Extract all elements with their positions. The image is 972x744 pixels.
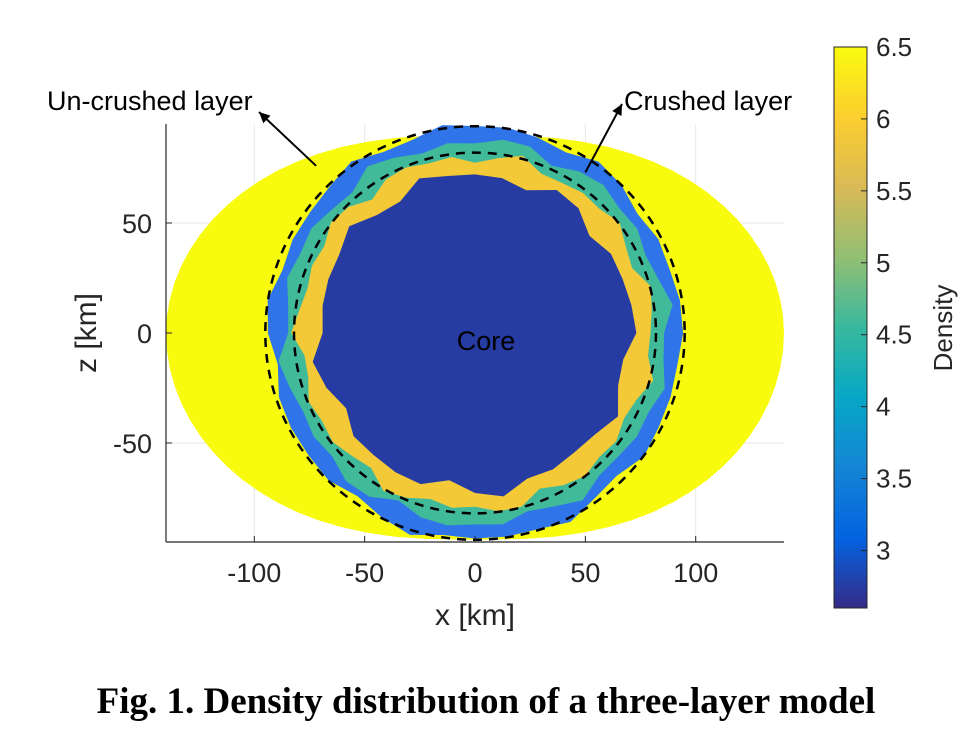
colorbar-tick-label: 6.5: [876, 32, 912, 62]
core-region: [312, 174, 637, 497]
x-tick-label: -50: [345, 558, 384, 588]
colorbar-tick-label: 4.5: [876, 320, 912, 350]
x-ticks: -100 -50 0 50 100: [227, 536, 718, 588]
annotation-crushed-label: Crushed layer: [624, 86, 792, 116]
density-field: [166, 125, 784, 540]
x-tick-label: 100: [673, 558, 718, 588]
colorbar-tick-label: 5.5: [876, 176, 912, 206]
annotation-arrows: [258, 103, 623, 173]
y-axis-label: z [km]: [70, 293, 103, 373]
colorbar-label: Density: [928, 285, 958, 372]
colorbar: 3 3.5 4 4.5 5 5.5 6 6.5 Density: [833, 32, 958, 609]
y-ticks: -50 0 50: [113, 209, 172, 459]
colorbar-ticks: 3 3.5 4 4.5 5 5.5 6 6.5: [861, 32, 912, 565]
annotations: Un-crushed layer Crushed layer Core: [47, 86, 792, 356]
figure-caption: Fig. 1. Density distribution of a three-…: [96, 681, 876, 722]
x-tick-label: 0: [467, 558, 482, 588]
x-axis-label: x [km]: [435, 599, 515, 632]
arrow-crushed: [584, 103, 623, 173]
plot-area: [165, 124, 784, 543]
annotation-uncrushed-label: Un-crushed layer: [47, 86, 253, 116]
colorbar-gradient: [833, 46, 868, 609]
arrow-uncrushed-head: [259, 112, 271, 124]
colorbar-tick-label: 6: [876, 104, 890, 134]
y-tick-label: 0: [137, 319, 152, 349]
colorbar-tick-label: 3.5: [876, 464, 912, 494]
colorbar-tick-label: 5: [876, 248, 890, 278]
arrow-uncrushed: [258, 111, 317, 167]
arrow-crushed-head: [612, 104, 622, 116]
y-tick-label: -50: [113, 429, 152, 459]
x-tick-label: 50: [570, 558, 600, 588]
x-tick-label: -100: [227, 558, 281, 588]
annotation-core-label: Core: [457, 326, 516, 356]
colorbar-tick-label: 3: [876, 535, 890, 565]
colorbar-tick-label: 4: [876, 392, 890, 422]
y-tick-label: 50: [122, 209, 152, 239]
boundary-0: [292, 151, 658, 515]
